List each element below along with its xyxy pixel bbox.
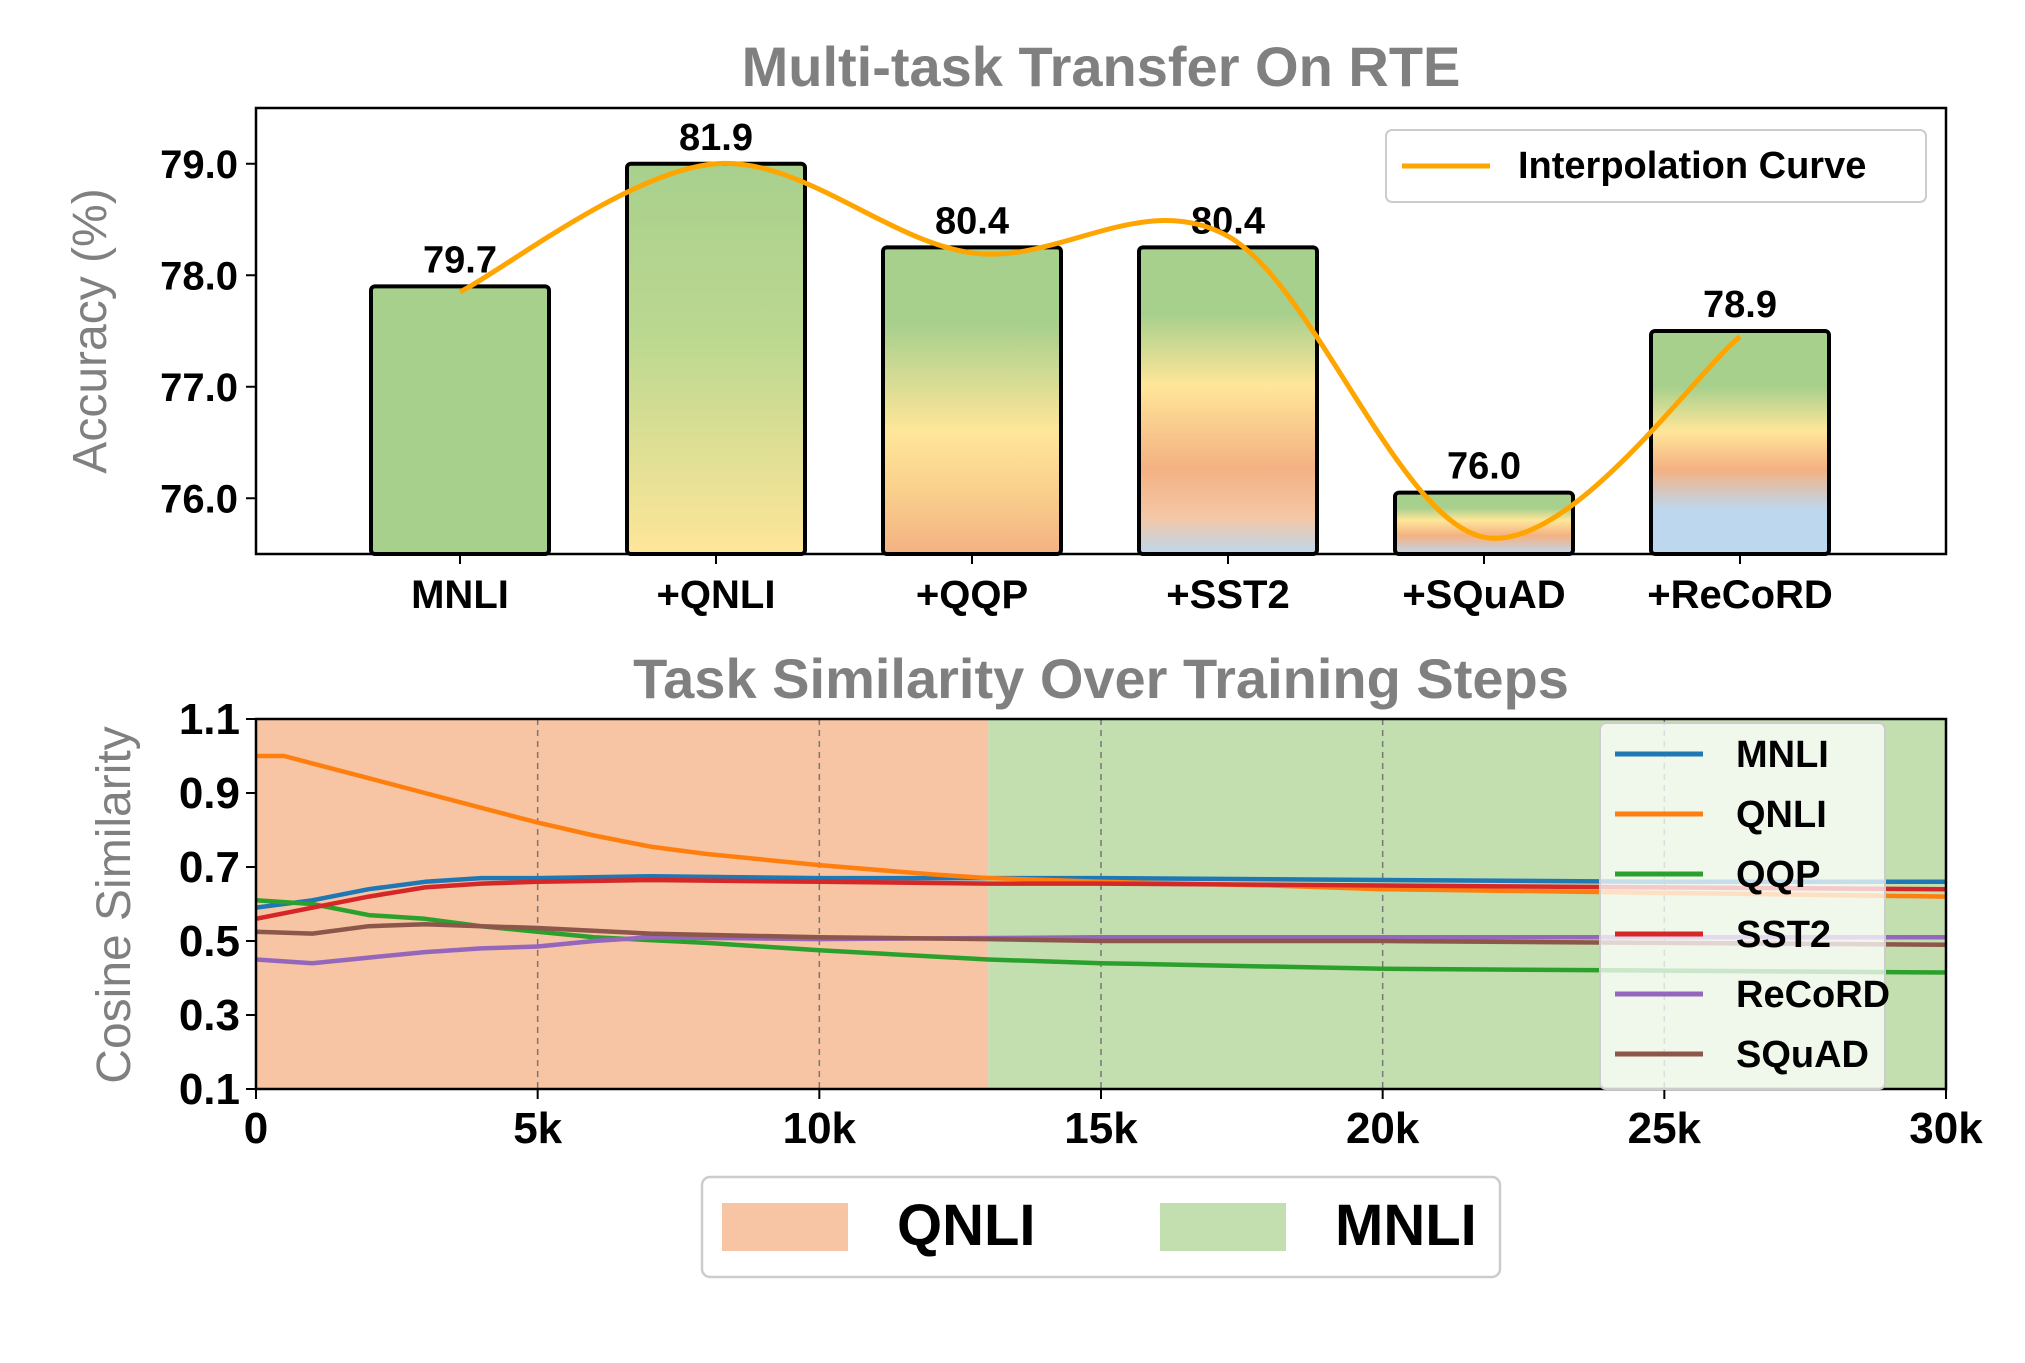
region-legend-swatch-mnli <box>1160 1203 1286 1251</box>
legend-label: ReCoRD <box>1736 974 1890 1016</box>
bar-value-label: 81.9 <box>679 117 753 159</box>
bar-value-label: 76.0 <box>1447 446 1521 488</box>
x-tick-label: +QNLI <box>657 573 776 617</box>
series-line-sst2 <box>256 877 1946 922</box>
series-line-qqp <box>256 898 1946 975</box>
chart-title: Multi-task Transfer On RTE <box>742 35 1461 98</box>
bar-qnli <box>625 161 807 556</box>
bar-mnli <box>369 284 551 556</box>
x-tick-label: MNLI <box>411 573 509 617</box>
x-tick-label: 0 <box>244 1104 268 1153</box>
legend-label: Interpolation Curve <box>1518 145 1866 187</box>
bar-sst2 <box>1137 245 1319 556</box>
x-tick-label: 5k <box>513 1104 562 1153</box>
legend-label: SST2 <box>1736 914 1831 956</box>
x-tick-label: +SST2 <box>1166 573 1289 617</box>
bar-value-label: 78.9 <box>1703 284 1777 326</box>
y-tick-label: 1.1 <box>179 695 240 744</box>
bar-chart: Multi-task Transfer On RTE 79.7 MNLI 81.9 +Q… <box>64 35 1948 617</box>
y-tick-label: 0.9 <box>179 769 240 818</box>
legend-box <box>1385 129 1927 203</box>
y-axis-label: Cosine Similarity <box>88 726 141 1083</box>
legend-label: MNLI <box>1736 734 1829 776</box>
y-axis-label: Accuracy (%) <box>64 188 117 473</box>
plot-frame <box>254 717 1948 1091</box>
bar-value-label: 79.7 <box>423 239 497 281</box>
x-tick-label: 30k <box>1909 1104 1983 1153</box>
region-qnli <box>256 719 989 1089</box>
y-tick-label: 0.7 <box>179 843 240 892</box>
line-chart: Task Similarity Over Training Steps 0 5k 10… <box>88 647 1983 1153</box>
legend-label: QNLI <box>1736 794 1827 836</box>
legend-label: SQuAD <box>1736 1034 1869 1076</box>
x-tick-label: +ReCoRD <box>1647 573 1833 617</box>
x-tick-label: +QQP <box>916 573 1028 617</box>
plot-frame <box>254 106 1948 556</box>
bar-qqp <box>881 245 1063 556</box>
interpolation-curve <box>458 160 1742 541</box>
bar-value-label: 80.4 <box>935 200 1009 242</box>
y-tick-label: 0.3 <box>179 991 240 1040</box>
y-tick-label: 78.0 <box>160 254 238 298</box>
y-tick-label: 79.0 <box>160 143 238 187</box>
region-legend-label: MNLI <box>1335 1193 1477 1258</box>
chart-title: Task Similarity Over Training Steps <box>633 647 1569 710</box>
series-line-squad <box>256 922 1946 947</box>
y-tick-label: 0.5 <box>179 917 240 966</box>
x-tick-label: 20k <box>1346 1104 1420 1153</box>
region-legend-swatch-qnli <box>722 1203 848 1251</box>
region-legend: QNLI MNLI <box>700 1175 1502 1279</box>
x-tick-label: 25k <box>1628 1104 1702 1153</box>
x-tick-label: 10k <box>783 1104 857 1153</box>
series-line-mnli <box>256 874 1946 910</box>
series-line-record <box>256 935 1946 966</box>
x-tick-label: 15k <box>1064 1104 1138 1153</box>
region-legend-label: QNLI <box>897 1193 1036 1258</box>
y-tick-label: 76.0 <box>160 477 238 521</box>
x-tick-label: +SQuAD <box>1402 573 1565 617</box>
y-tick-label: 0.1 <box>179 1065 240 1114</box>
region-legend-box <box>700 1175 1502 1279</box>
y-tick-label: 77.0 <box>160 366 238 410</box>
bar-record <box>1649 329 1831 556</box>
legend-label: QQP <box>1736 854 1820 896</box>
